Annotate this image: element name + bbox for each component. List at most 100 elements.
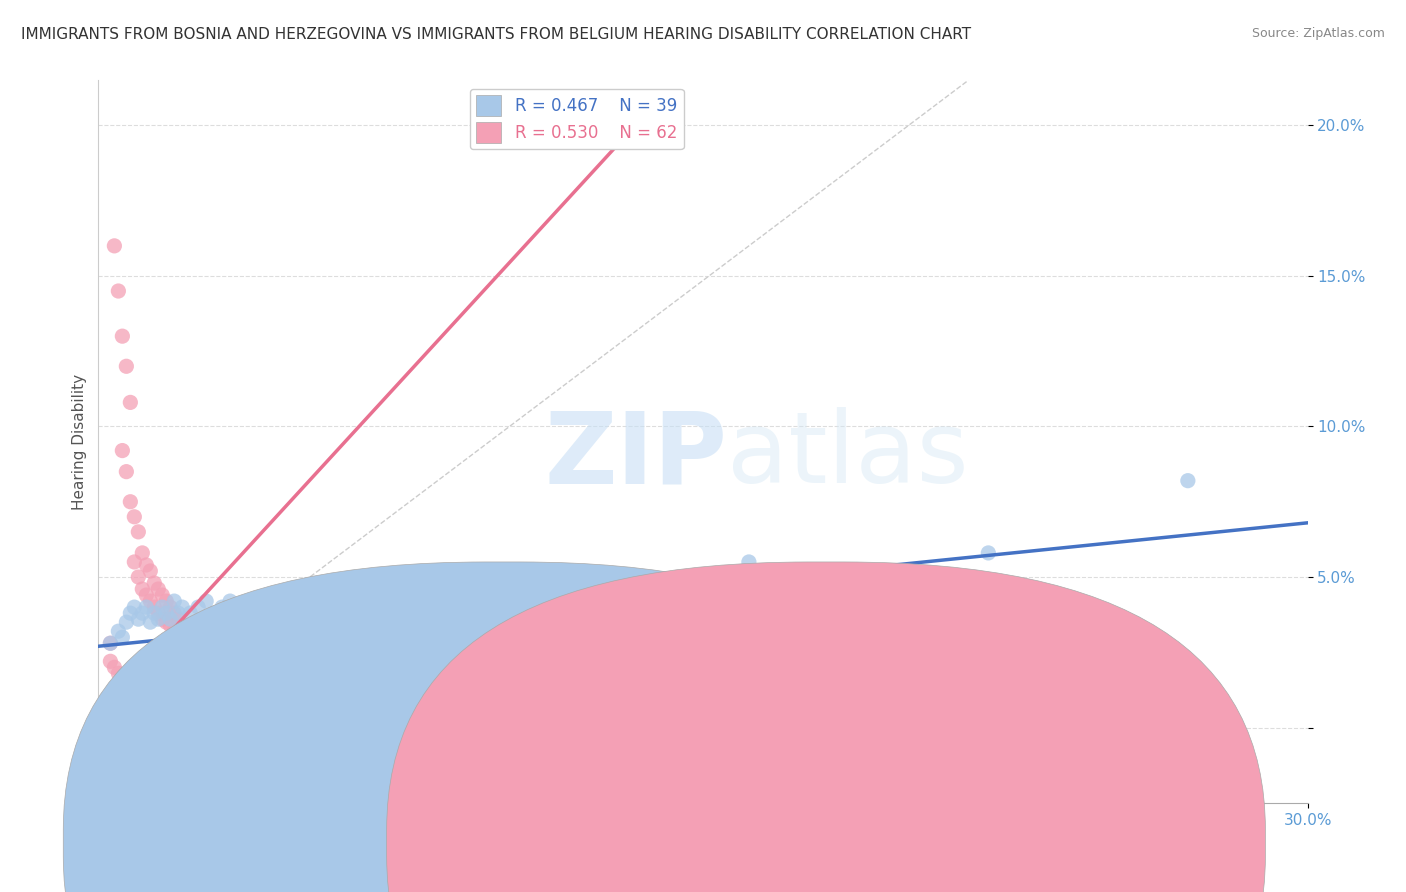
Text: Immigrants from Bosnia and Herzegovina: Immigrants from Bosnia and Herzegovina [534, 836, 853, 850]
Point [977, 546, 1000, 560]
Point [159, 600, 181, 615]
Point [167, 612, 190, 626]
Point [111, 443, 134, 458]
Point [378, 582, 401, 596]
Point [195, 594, 218, 608]
Point [278, 594, 301, 608]
Point [120, 395, 142, 409]
Point [172, 618, 194, 632]
Point [163, 756, 186, 771]
Point [148, 606, 170, 620]
Point [172, 600, 194, 615]
Text: Source: ZipAtlas.com: Source: ZipAtlas.com [1251, 27, 1385, 40]
Point [198, 774, 221, 789]
Point [127, 684, 149, 698]
Point [150, 588, 173, 602]
Point [172, 765, 194, 780]
Point [239, 787, 262, 801]
Point [150, 600, 173, 615]
Point [150, 745, 173, 759]
Text: IMMIGRANTS FROM BOSNIA AND HERZEGOVINA VS IMMIGRANTS FROM BELGIUM HEARING DISABI: IMMIGRANTS FROM BOSNIA AND HERZEGOVINA V… [21, 27, 972, 42]
Point [127, 524, 149, 539]
Point [143, 606, 166, 620]
Point [143, 600, 166, 615]
Point [150, 612, 173, 626]
Point [167, 630, 190, 644]
Point [120, 678, 142, 692]
Legend: R = 0.467    N = 39, R = 0.530    N = 62: R = 0.467 N = 39, R = 0.530 N = 62 [470, 88, 683, 149]
Point [131, 684, 153, 698]
Point [100, 636, 122, 650]
Point [339, 585, 361, 599]
Point [1177, 474, 1199, 488]
Point [163, 594, 186, 608]
Point [111, 673, 134, 687]
Point [226, 600, 249, 615]
Point [174, 624, 197, 639]
Point [172, 636, 194, 650]
Point [148, 735, 170, 749]
Point [179, 606, 201, 620]
Point [419, 576, 441, 591]
Point [131, 606, 153, 620]
Point [143, 690, 166, 705]
Point [183, 636, 205, 650]
Point [163, 606, 186, 620]
Point [159, 612, 181, 626]
Point [148, 582, 170, 596]
Point [139, 564, 162, 578]
Point [135, 687, 157, 701]
Point [115, 465, 138, 479]
Point [167, 765, 190, 780]
Point [124, 509, 146, 524]
Point [211, 600, 233, 615]
Point [107, 284, 129, 298]
Point [658, 576, 681, 591]
Point [159, 618, 181, 632]
Point [239, 594, 262, 608]
Point [187, 600, 209, 615]
Point [115, 675, 138, 690]
Point [139, 615, 162, 630]
Point [100, 636, 122, 650]
Point [219, 780, 242, 795]
Point [179, 630, 201, 644]
Point [163, 624, 186, 639]
Point [259, 591, 281, 606]
Point [115, 359, 138, 374]
Point [131, 546, 153, 560]
Point [107, 624, 129, 639]
Point [120, 606, 142, 620]
Point [498, 570, 520, 584]
Point [127, 612, 149, 626]
Point [143, 576, 166, 591]
Point [298, 588, 321, 602]
Point [124, 555, 146, 569]
Point [187, 642, 209, 657]
Point [124, 600, 146, 615]
Point [124, 681, 146, 696]
Text: Immigrants from Belgium: Immigrants from Belgium [858, 836, 1053, 850]
Point [738, 555, 761, 569]
Point [103, 660, 125, 674]
Point [167, 606, 190, 620]
Point [179, 639, 201, 653]
Point [202, 606, 225, 620]
Point [139, 594, 162, 608]
Point [179, 774, 201, 789]
Point [135, 588, 157, 602]
Point [100, 654, 122, 668]
Point [111, 630, 134, 644]
Point [155, 594, 177, 608]
Point [135, 558, 157, 572]
Point [103, 239, 125, 253]
Point [135, 600, 157, 615]
Point [139, 690, 162, 705]
Text: atlas: atlas [727, 408, 969, 505]
Point [155, 606, 177, 620]
Point [219, 594, 242, 608]
Point [617, 636, 640, 650]
Point [111, 329, 134, 343]
Point [155, 615, 177, 630]
Point [148, 612, 170, 626]
